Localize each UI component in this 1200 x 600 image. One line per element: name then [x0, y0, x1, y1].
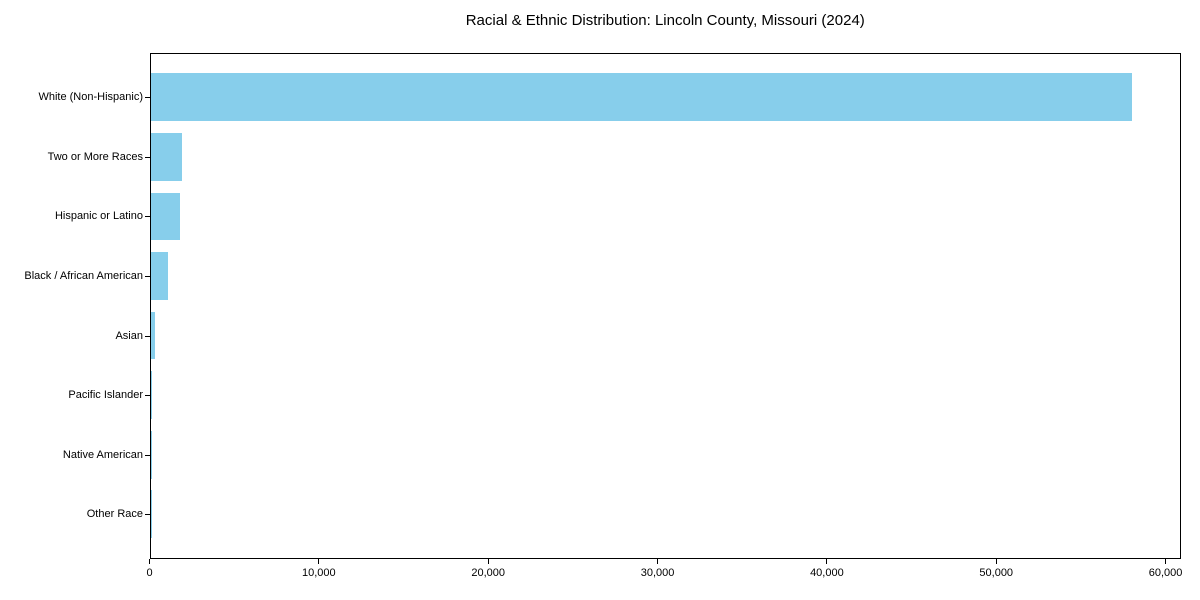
x-axis-tick-label: 10,000 [302, 566, 336, 579]
x-axis-tick-label: 30,000 [640, 566, 675, 579]
x-tick-mark [318, 559, 320, 564]
x-tick-mark [826, 559, 828, 564]
y-axis-label: Asian [115, 329, 143, 342]
bar-black-african-american [150, 252, 168, 300]
y-axis-label: Hispanic or Latino [54, 210, 143, 223]
y-axis-label: Black / African American [24, 269, 143, 282]
bar-hispanic-or-latino [150, 192, 181, 241]
y-axis-label: Two or More Races [47, 150, 143, 163]
y-axis-label: Pacific Islander [68, 389, 143, 402]
bar-white-non-hispanic [150, 73, 1132, 121]
y-tick-mark [145, 395, 150, 397]
x-axis-tick-label: 0 [146, 566, 153, 579]
bar-two-or-more-races [150, 132, 182, 181]
y-axis-label: Other Race [86, 508, 143, 521]
y-tick-mark [145, 514, 150, 516]
y-tick-mark [145, 454, 150, 456]
x-axis-tick-label: 50,000 [979, 566, 1014, 579]
x-axis-tick-label: 60,000 [1148, 566, 1183, 579]
bar-pacific-islander [150, 371, 152, 419]
y-tick-mark [145, 216, 150, 218]
y-tick-mark [145, 97, 150, 99]
x-axis-tick-label: 20,000 [471, 566, 506, 579]
x-tick-mark [149, 559, 150, 564]
y-tick-mark [145, 156, 150, 158]
bars-container [150, 54, 1181, 559]
y-tick-mark [145, 335, 150, 337]
y-axis-label: Native American [62, 448, 143, 461]
chart-title: Racial & Ethnic Distribution: Lincoln Co… [465, 12, 865, 29]
plot-area [149, 52, 1181, 559]
x-tick-mark [487, 559, 489, 564]
y-axis-labels: White (Non-Hispanic) Two or More Races His… [0, 53, 143, 560]
x-tick-mark [657, 559, 659, 564]
y-tick-mark [145, 275, 150, 277]
y-axis-label: White (Non-Hispanic) [38, 91, 143, 104]
x-tick-mark [995, 559, 997, 564]
bar-asian [150, 311, 156, 360]
x-axis-tick-label: 40,000 [810, 566, 844, 579]
x-tick-mark [1165, 559, 1167, 564]
